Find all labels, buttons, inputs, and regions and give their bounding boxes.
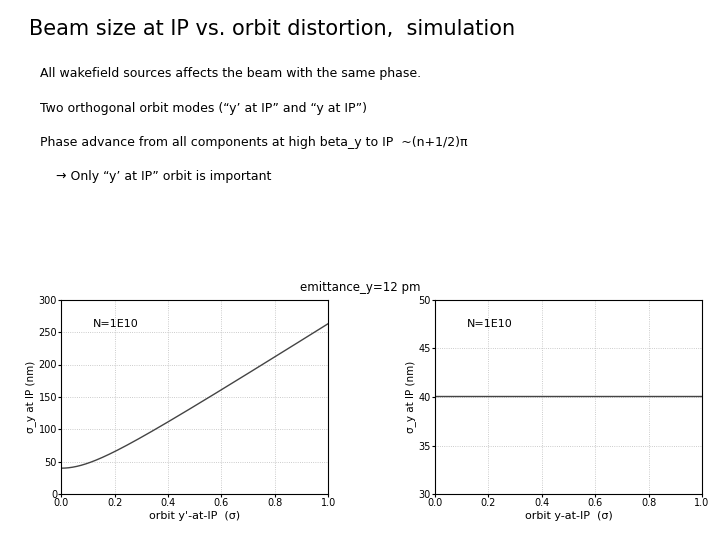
Text: → Only “y’ at IP” orbit is important: → Only “y’ at IP” orbit is important xyxy=(40,170,271,183)
Text: N=1E10: N=1E10 xyxy=(94,319,139,329)
Text: emittance_y=12 pm: emittance_y=12 pm xyxy=(300,281,420,294)
X-axis label: orbit y'-at-IP  (σ): orbit y'-at-IP (σ) xyxy=(149,511,240,521)
Y-axis label: σ_y at IP (nm): σ_y at IP (nm) xyxy=(405,361,415,433)
Y-axis label: σ_y at IP (nm): σ_y at IP (nm) xyxy=(24,361,35,433)
X-axis label: orbit y-at-IP  (σ): orbit y-at-IP (σ) xyxy=(525,511,613,521)
Text: N=1E10: N=1E10 xyxy=(467,319,513,329)
Text: Beam size at IP vs. orbit distortion,  simulation: Beam size at IP vs. orbit distortion, si… xyxy=(29,19,515,39)
Text: Two orthogonal orbit modes (“y’ at IP” and “y at IP”): Two orthogonal orbit modes (“y’ at IP” a… xyxy=(40,102,366,114)
Text: Phase advance from all components at high beta_y to IP  ~(n+1/2)π: Phase advance from all components at hig… xyxy=(40,136,467,148)
Text: All wakefield sources affects the beam with the same phase.: All wakefield sources affects the beam w… xyxy=(40,68,420,80)
